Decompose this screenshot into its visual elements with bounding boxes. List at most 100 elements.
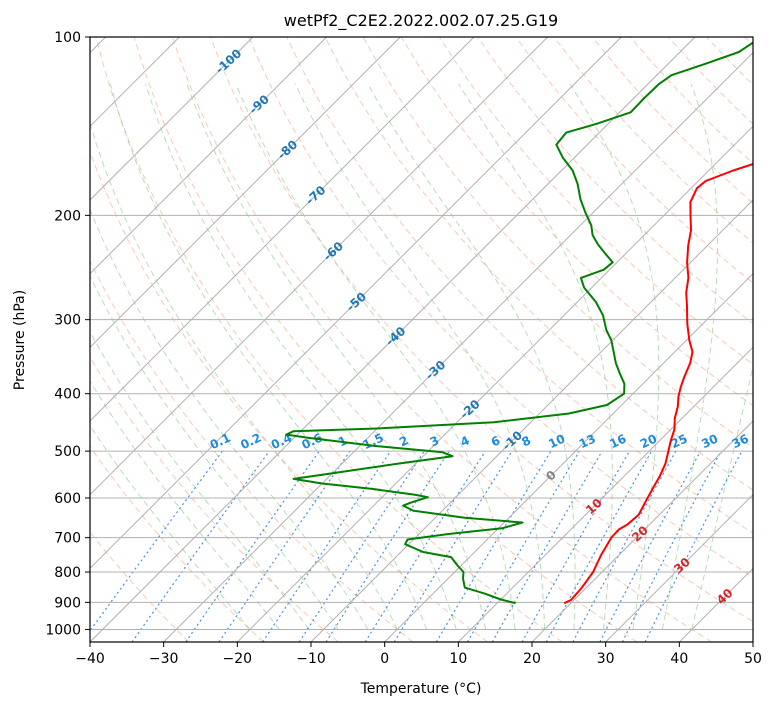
isotherm-line: [384, 272, 753, 642]
x-axis-ticks: −40 −30 −20 −10 0 10 20 30 40 50: [75, 642, 762, 667]
y-tick-label: 800: [54, 565, 81, 581]
temperature-line: [563, 162, 753, 605]
mixing-ratio-label: 1.5: [361, 431, 386, 453]
isotherm-line: [90, 37, 622, 570]
chart-title: wetPf2_C2E2.2022.002.07.25.G19: [284, 11, 558, 31]
moist-adiabat: [186, 83, 487, 630]
x-tick-label: 40: [670, 651, 688, 667]
mixing-ratio-label: 13: [577, 432, 598, 452]
dry-adiabat: [210, 37, 753, 623]
mixing-ratio-line: [325, 450, 450, 642]
y-axis-ticks: 100 200 300 400 500 600 700 800 900 1000: [45, 30, 90, 638]
y-tick-label: 700: [54, 531, 81, 547]
mixing-ratio-label: 8: [519, 433, 532, 449]
moist-adiabat: [109, 83, 428, 630]
mixing-ratio-label: 10: [546, 432, 567, 452]
dry-adiabat: [95, 37, 563, 642]
moist-adiabat: [458, 83, 613, 630]
isotherm-line: [90, 37, 328, 275]
x-axis-title: Temperature (°C): [360, 681, 482, 697]
dry-adiabat: [90, 356, 339, 642]
x-tick-label: −30: [149, 651, 179, 667]
dry-adiabat: [553, 37, 753, 244]
mixing-ratio-line: [491, 450, 603, 642]
mixing-ratio-line: [599, 450, 702, 642]
dewpoint-line: [285, 41, 753, 605]
mixing-ratio-line: [364, 450, 486, 642]
mixing-ratio-line: [572, 450, 677, 642]
dry-adiabat: [133, 37, 638, 642]
isotherm-line: [90, 37, 401, 349]
mixing-ratio-line: [644, 450, 743, 642]
mixing-ratio-label: 25: [669, 431, 690, 451]
y-tick-label: 400: [54, 387, 81, 403]
mixing-ratio-line: [218, 450, 351, 642]
mixing-ratio-line: [393, 450, 513, 642]
dry-adiabat: [668, 37, 753, 125]
mixing-ratio-line: [262, 450, 392, 642]
y-tick-label: 200: [54, 208, 81, 224]
moist-adiabat: [145, 83, 457, 630]
mixing-ratio-line: [435, 450, 552, 642]
mixing-ratio-label: 0.1: [208, 431, 233, 453]
y-tick-label: 600: [54, 491, 81, 507]
moist-adiabat: [367, 83, 576, 630]
moist-adiabat: [294, 83, 546, 630]
mixing-ratio-label: 36: [730, 432, 751, 452]
x-tick-label: 30: [597, 651, 615, 667]
moist-adiabat: [235, 83, 516, 630]
x-tick-label: 10: [449, 651, 467, 667]
dry-adiabat: [706, 37, 753, 86]
mixing-ratio-line: [185, 450, 320, 642]
x-tick-label: −20: [223, 651, 253, 667]
isotherm-line: [678, 567, 753, 642]
dry-adiabat: [171, 37, 712, 642]
mixing-ratio-line: [545, 450, 653, 642]
isotherm-line: [310, 199, 753, 642]
moist-adiabat: [661, 83, 719, 630]
mixing-ratio-label: 4: [458, 433, 471, 449]
x-tick-label: −10: [296, 651, 326, 667]
mixing-ratio-line: [90, 450, 223, 632]
plot-frame: [89, 36, 754, 643]
mixing-ratio-line: [521, 450, 631, 642]
isotherm-line: [605, 493, 753, 642]
dry-adiabat: [248, 37, 753, 578]
x-tick-label: 20: [523, 651, 541, 667]
mixing-ratio-line: [621, 450, 722, 642]
mixing-ratio-line: [466, 450, 580, 642]
dry-adiabat: [324, 37, 753, 491]
mixing-ratio-line: [298, 450, 425, 642]
mixing-ratio-label: 2: [397, 433, 410, 449]
moist-adiabat: [569, 83, 660, 630]
isotherm-line: [457, 346, 753, 642]
isotherm-line: [163, 51, 753, 642]
dry-adiabat: [591, 37, 753, 204]
profile-series: [285, 41, 753, 605]
dry-adiabat: [515, 37, 753, 284]
y-tick-label: 500: [54, 444, 81, 460]
dry-adiabat: [286, 37, 753, 534]
dry-adiabat: [744, 37, 753, 47]
y-tick-label: 100: [54, 30, 81, 46]
x-tick-label: 0: [380, 651, 389, 667]
mixing-ratio-labels: 0.1 0.2 0.4 0.6 1 1.5 2 3 4 6 8 10 13 16 20 25 30 36: [208, 431, 751, 453]
y-tick-label: 900: [54, 595, 81, 611]
dry-adiabat: [477, 37, 753, 325]
moist-adiabat: [90, 330, 310, 630]
isotherm-line: [90, 37, 549, 496]
y-tick-label: 300: [54, 313, 81, 329]
mixing-ratio-label: 16: [607, 431, 628, 451]
isotherm-line: [90, 37, 475, 422]
isotherm-line: [752, 641, 753, 642]
x-tick-label: −40: [75, 651, 105, 667]
moist-adiabat: [90, 207, 369, 630]
x-tick-label: 50: [744, 651, 762, 667]
isotherm-line: [236, 125, 753, 642]
moist-adiabat: [691, 363, 753, 630]
dry-adiabat: [90, 445, 264, 642]
y-axis-title: Pressure (hPa): [12, 290, 28, 390]
isotherm-line: [531, 420, 753, 642]
dry-adiabat: [90, 259, 414, 642]
